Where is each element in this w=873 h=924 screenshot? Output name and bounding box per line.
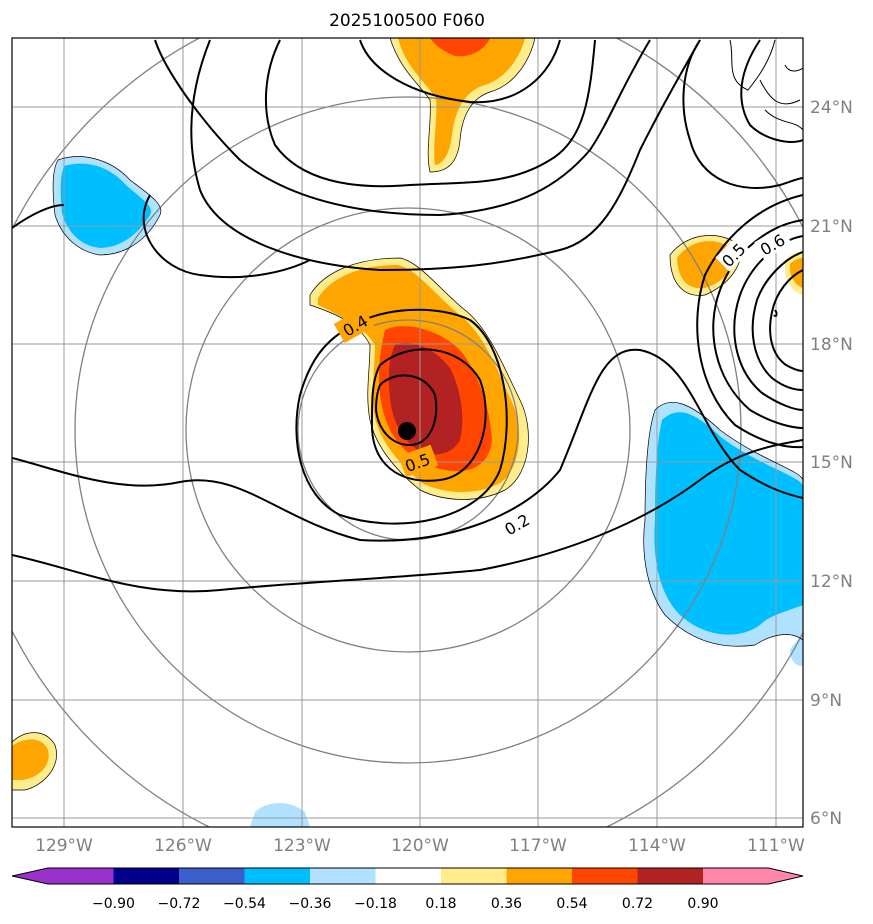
- lon-label: 117°W: [509, 836, 567, 856]
- colorbar-tick-label: 0.72: [622, 896, 653, 912]
- lat-label: 24°N: [810, 98, 853, 118]
- colorbar-tick-label: −0.36: [289, 896, 332, 912]
- colorbar-tick-label: −0.90: [92, 896, 135, 912]
- colorbar-outline: [11, 867, 804, 885]
- colorbar-high-extend: [768, 868, 803, 884]
- contour-lines: [12, 39, 803, 593]
- colorbar-tick-label: −0.72: [158, 896, 201, 912]
- colorbar-tick-label: −0.18: [354, 896, 397, 912]
- colorbar-segment: [703, 868, 769, 884]
- colorbar-segment: [244, 868, 310, 884]
- lon-label: 123°W: [273, 836, 331, 856]
- lat-label: 9°N: [810, 691, 842, 711]
- colorbar-segment: [637, 868, 703, 884]
- lat-label: 21°N: [810, 217, 853, 237]
- coastline: [729, 39, 803, 131]
- colorbar-tick-label: 0.90: [687, 896, 718, 912]
- map-area: 0.4 0.5 0.2 0.5 0.6: [12, 38, 803, 827]
- colorbar-segment: [179, 868, 245, 884]
- colorbar-segment: [572, 868, 638, 884]
- storm-center-marker: [398, 422, 416, 440]
- lat-label: 18°N: [810, 335, 853, 355]
- lon-label: 129°W: [35, 836, 93, 856]
- lat-label: 6°N: [810, 809, 842, 829]
- colorbar-tick-label: 0.36: [491, 896, 522, 912]
- lon-tick-labels: 129°W 126°W 123°W 120°W 117°W 114°W 111°…: [35, 836, 805, 856]
- plot-title: 2025100500 F060: [329, 11, 485, 31]
- lon-label: 114°W: [628, 836, 686, 856]
- colorbar-segment: [441, 868, 507, 884]
- lon-label: 120°W: [391, 836, 449, 856]
- lon-label: 111°W: [747, 836, 805, 856]
- colorbar-tick-label: 0.54: [556, 896, 587, 912]
- lon-label: 126°W: [154, 836, 212, 856]
- colorbar: −0.90 −0.72 −0.54 −0.36 −0.18 0.18 0.36 …: [11, 867, 804, 912]
- colorbar-low-extend: [12, 868, 48, 884]
- colorbar-tick-label: 0.18: [425, 896, 456, 912]
- map-frame: [11, 37, 804, 828]
- range-rings: [12, 38, 803, 827]
- colorbar-segment: [506, 868, 572, 884]
- lat-label: 15°N: [810, 453, 853, 473]
- colorbar-segment: [310, 868, 376, 884]
- shade-outline: [12, 38, 803, 791]
- negative-anomaly-fill: [53, 156, 803, 827]
- colorbar-segment: [375, 868, 441, 884]
- colorbar-segment: [113, 868, 179, 884]
- colorbar-tick-label: −0.54: [223, 896, 266, 912]
- lat-tick-labels: 24°N 21°N 18°N 15°N 12°N 9°N 6°N: [810, 98, 853, 829]
- lat-label: 12°N: [810, 572, 853, 592]
- colorbar-segment: [48, 868, 114, 884]
